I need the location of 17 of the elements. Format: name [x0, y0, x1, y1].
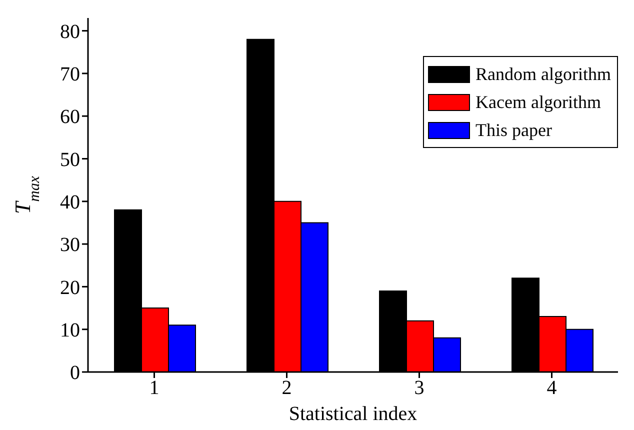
x-tick-label: 4	[546, 377, 557, 400]
x-tick-label: 2	[282, 377, 292, 400]
y-tick-label: 30	[60, 234, 80, 256]
x-axis-title: Statistical index	[288, 403, 418, 425]
x-tick-label: 3	[414, 377, 424, 400]
legend-label: This paper	[476, 120, 552, 140]
y-tick-label: 10	[60, 319, 80, 342]
x-tick-label: 1	[149, 377, 160, 400]
y-tick-label: 80	[60, 20, 80, 43]
y-tick-label: 40	[60, 192, 80, 214]
legend-label: Random algorithm	[476, 64, 611, 84]
y-tick-label: 70	[60, 64, 80, 86]
y-tick-label: 60	[60, 106, 80, 128]
y-tick-label: 0	[70, 362, 80, 384]
y-tick-label: 20	[60, 276, 80, 299]
legend-label: Kacem algorithm	[476, 92, 601, 112]
y-tick-label: 50	[60, 148, 80, 171]
